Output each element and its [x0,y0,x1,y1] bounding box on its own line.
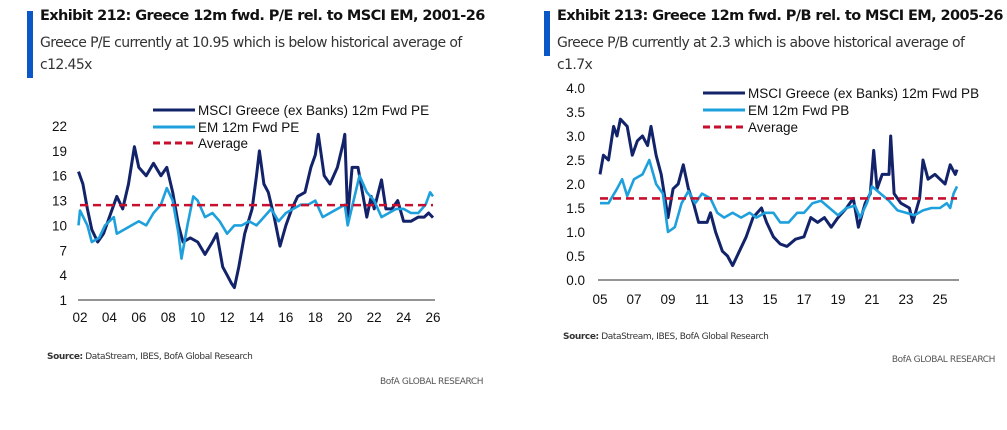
x-tick-label: 16 [278,310,293,325]
x-tick-label: 11 [695,292,709,307]
y-tick-label: 16 [52,169,67,184]
legend-label-em: EM 12m Fwd PE [198,120,299,135]
x-tick-label: 24 [396,310,412,325]
greece-series-line [598,117,959,268]
y-tick-label: 3.0 [566,129,585,144]
y-tick-label: 13 [52,194,67,209]
x-tick-label: 12 [220,310,235,325]
y-tick-label: 10 [52,218,67,233]
exhibit-212-title: Exhibit 212: Greece 12m fwd. P/E rel. to… [40,8,485,24]
x-tick-label: 25 [932,292,947,307]
x-tick-label: 23 [898,292,913,307]
y-tick-label: 22 [52,119,67,134]
em-series-line [600,158,959,234]
x-tick-label: 19 [830,292,845,307]
em-series-line [77,174,435,260]
y-tick-label: 2.0 [566,177,585,192]
brand-footer: BofA GLOBAL RESEARCH [891,355,996,365]
x-tick-label: 20 [337,310,352,325]
legend-label-average: Average [198,136,248,151]
x-tick-label: 21 [864,292,879,307]
x-tick-label: 05 [592,292,607,307]
exhibit-213-chart: 4.0 3.5 3.0 2.5 2.0 1.5 1.0 0.5 0.0 05 07 09 11 13 15 1… [566,81,979,307]
x-tick-label: 02 [72,310,87,325]
x-tick-label: 13 [728,292,743,307]
x-tick-label: 14 [249,310,265,325]
x-tick-label: 26 [425,310,440,325]
x-tick-label: 10 [190,310,205,325]
legend-label-em: EM 12m Fwd PB [748,103,849,118]
legend-label-greece: MSCI Greece (ex Banks) 12m Fwd PE [198,103,429,118]
x-tick-label: 09 [660,292,675,307]
exhibit-212-subtitle: Greece P/E currently at 10.95 which is b… [40,35,462,73]
y-tick-label: 1.5 [566,201,585,216]
x-tick-label: 22 [367,310,382,325]
x-tick-label: 18 [308,310,323,325]
legend-label-average: Average [748,120,798,135]
source-label: Source: [47,352,83,362]
y-tick-label: 4 [59,268,67,283]
brand-footer: BofA GLOBAL RESEARCH [380,377,484,387]
y-tick-label: 1 [59,293,67,308]
legend-label-greece: MSCI Greece (ex Banks) 12m Fwd PB [748,86,979,101]
exhibit-accent-bar [544,11,550,56]
y-tick-label: 2.5 [566,153,585,168]
x-tick-label: 08 [161,310,176,325]
source-text: DataStream, IBES, BofA Global Research [598,332,769,342]
source-label: Source: [563,332,599,342]
y-tick-label: 3.5 [566,105,585,120]
x-tick-label: 15 [762,292,777,307]
y-tick-label: 0.0 [566,273,585,288]
y-tick-label: 7 [59,243,67,258]
x-tick-label: 04 [102,310,118,325]
y-tick-label: 0.5 [566,249,585,264]
source-text: DataStream, IBES, BofA Global Research [82,352,253,362]
exhibit-213-source: Source: DataStream, IBES, BofA Global Re… [563,332,769,342]
y-tick-label: 4.0 [566,81,585,96]
exhibit-213-subtitle: Greece P/B currently at 2.3 which is abo… [557,35,965,73]
exhibit-accent-bar [27,11,33,78]
x-tick-label: 17 [796,292,811,307]
y-tick-label: 19 [52,144,67,159]
x-tick-label: 07 [626,292,641,307]
x-tick-label: 06 [131,310,146,325]
exhibit-212-source: Source: DataStream, IBES, BofA Global Re… [47,352,253,362]
exhibit-213-title: Exhibit 213: Greece 12m fwd. P/B rel. to… [557,8,1003,24]
y-tick-label: 1.0 [566,225,585,240]
exhibit-212-chart: 22 19 16 13 10 7 4 1 02 04 06 08 10 12 14 16 18 20 22 24 26 M… [52,103,441,325]
